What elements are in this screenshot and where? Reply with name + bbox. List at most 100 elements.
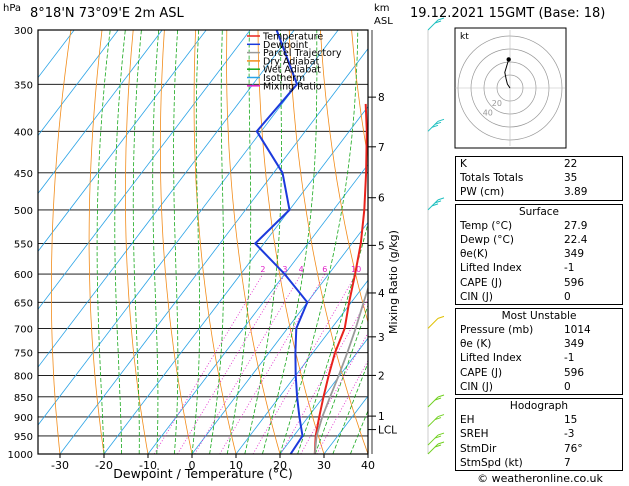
- row-label: CIN (J): [460, 380, 493, 393]
- mixing-ratio-label: 15: [377, 265, 387, 274]
- series-line-dewpoint: [253, 30, 309, 454]
- dry-adiabat-line: [288, 30, 368, 454]
- mixing-ratio-label: 4: [299, 265, 304, 274]
- row-value: -3: [564, 428, 575, 441]
- mixing-ratio-line: [177, 273, 286, 454]
- hodograph-ring-label: 40: [483, 108, 493, 117]
- row-label: K: [460, 158, 467, 170]
- table-row: StmDir 76°: [456, 442, 622, 456]
- mixing-ratio-line: [316, 359, 368, 454]
- mixing-ratio-axis-label: Mixing Ratio (g/kg): [387, 230, 400, 334]
- dry-adiabat-line: [320, 30, 368, 324]
- legend-entry: Mixing Ratio: [263, 81, 322, 92]
- legend-entry: Isotherm: [263, 73, 305, 84]
- isotherm-line: [38, 30, 163, 195]
- pressure-tick-label: 300: [14, 26, 33, 37]
- table-row: CAPE (J) 596: [456, 366, 622, 380]
- km-tick-label: 2: [378, 370, 385, 382]
- wet-adiabat-line: [191, 30, 200, 454]
- isotherm-line: [279, 337, 368, 454]
- row-value: 1014: [564, 324, 591, 337]
- row-value: 0: [564, 290, 571, 303]
- row-label: PW (cm): [460, 186, 505, 199]
- wind-barb: [427, 315, 445, 329]
- dry-adiabat-line: [88, 30, 105, 454]
- dry-adiabat-line: [351, 30, 368, 160]
- row-value: -1: [564, 352, 575, 365]
- row-label: Temp (°C): [460, 219, 513, 232]
- km-unit-label: km: [374, 3, 390, 14]
- dry-adiabat-line: [51, 30, 72, 454]
- row-value: -1: [564, 262, 575, 275]
- pressure-tick-label: 950: [14, 432, 33, 443]
- row-value: 27.9: [564, 219, 588, 232]
- location-title: 8°18'N 73°09'E 2m ASL: [30, 6, 184, 21]
- surface-title: Surface: [518, 205, 559, 218]
- hodograph-ring-label: 20: [492, 99, 502, 108]
- series-line-temperature: [313, 103, 368, 454]
- pressure-tick-label: 700: [14, 324, 33, 335]
- km-tick-label: LCL: [378, 425, 397, 437]
- row-label: θe (K): [460, 338, 492, 351]
- row-value: 349: [564, 248, 585, 261]
- legend-entry: Temperature: [262, 32, 323, 43]
- row-label: SREH: [460, 428, 489, 441]
- isotherm-line: [38, 30, 339, 426]
- pressure-tick-label: 1000: [8, 450, 33, 461]
- pressure-tick-label: 350: [14, 80, 33, 91]
- isotherm-line: [147, 163, 368, 454]
- mixing-ratio-label: 3: [282, 265, 287, 274]
- row-label: Dewp (°C): [460, 233, 514, 246]
- mixing-ratio-label: 6: [322, 265, 327, 274]
- dry-adiabat-line: [257, 30, 325, 454]
- plot-frame: [37, 29, 369, 455]
- wind-barb: [427, 394, 445, 408]
- wet-adiabat-line: [114, 30, 126, 454]
- row-value: 596: [564, 366, 585, 379]
- row-value: 15: [564, 414, 578, 427]
- km-tick-label: 5: [378, 240, 385, 252]
- wind-barb: [427, 197, 445, 211]
- hodograph-trace: [504, 59, 511, 89]
- row-value: 596: [564, 276, 585, 289]
- table-row: Lifted Index -1: [456, 261, 622, 275]
- table-row: Dewp (°C) 22.4: [456, 233, 622, 247]
- mixing-ratio-line: [300, 332, 368, 454]
- row-value: 7: [564, 456, 571, 469]
- isotherm-line: [38, 30, 207, 253]
- copyright-footer: © weatheronline.co.uk: [477, 472, 603, 485]
- legend-entry: Dry Adiabat: [263, 56, 320, 67]
- table-row: Totals Totals 35: [456, 171, 622, 185]
- mixing-ratio-label: 2: [260, 265, 265, 274]
- table-row: θe(K) 349: [456, 247, 622, 261]
- x-axis-label: Dewpoint / Temperature (°C): [113, 466, 292, 481]
- mixing-ratio-line: [280, 297, 368, 454]
- wet-adiabat-line: [152, 30, 160, 454]
- row-label: Lifted Index: [460, 352, 522, 365]
- row-label: Lifted Index: [460, 262, 522, 275]
- x-tick-label: 0: [189, 459, 196, 472]
- km-tick-label: 6: [378, 193, 385, 205]
- row-value: 35: [564, 172, 578, 185]
- pressure-tick-label: 900: [14, 413, 33, 424]
- table-row: CAPE (J) 596: [456, 276, 622, 290]
- wet-adiabat-line: [262, 30, 318, 454]
- wind-barb: [427, 118, 445, 132]
- table-row: StmSpd (kt) 7: [456, 456, 622, 470]
- mixing-ratio-line: [252, 273, 357, 454]
- table-row: θe (K) 349: [456, 337, 622, 351]
- wet-adiabat-line: [209, 30, 225, 454]
- wind-barb: [427, 432, 445, 446]
- wet-adiabat-line: [132, 30, 142, 454]
- km-tick-label: 8: [378, 92, 385, 104]
- legend-entry: Parcel Trajectory: [263, 48, 342, 59]
- pressure-tick-label: 550: [14, 239, 33, 250]
- datetime-title: 19.12.2021 15GMT (Base: 18): [410, 6, 606, 21]
- dry-adiabat-line: [193, 30, 237, 454]
- pressure-tick-label: 600: [14, 270, 33, 281]
- x-tick-label: -20: [95, 459, 113, 472]
- row-label: StmSpd (kt): [460, 456, 523, 469]
- wet-adiabat-line: [96, 30, 111, 454]
- dry-adiabat-line: [160, 30, 193, 454]
